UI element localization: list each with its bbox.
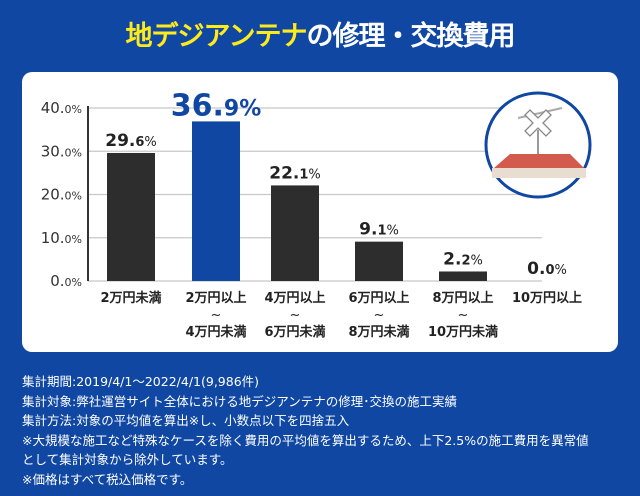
- bar: [192, 121, 240, 281]
- y-tick-minor: 0%: [65, 146, 82, 159]
- note-line: 集計方法:対象の平均値を算出※し、小数点以下を四捨五入: [22, 413, 350, 428]
- data-label-percent: %: [308, 167, 320, 182]
- page-title: 地デジアンテナの修理・交換費用: [0, 14, 640, 53]
- notes: 集計期間:2019/4/1～2022/4/1(9,986件) 集計対象:弊社運営…: [22, 372, 589, 489]
- bar: [355, 241, 403, 281]
- data-label-integer: 9.: [359, 220, 377, 240]
- note-line: ※価格はすべて税込価格です。: [22, 471, 193, 487]
- data-label-percent: %: [239, 96, 261, 121]
- bar: [439, 271, 487, 281]
- x-mark-icon: [524, 109, 552, 137]
- title-highlight: 地デジアンテナ: [125, 21, 308, 52]
- antenna-illustration-icon: [484, 91, 592, 199]
- y-tick-label: 0.0%: [50, 272, 82, 290]
- data-label-decimal: 0: [545, 263, 554, 278]
- data-label: 29.6%: [105, 131, 157, 151]
- data-label-integer: 22.: [269, 163, 299, 183]
- y-tick-label: 40.0%: [41, 99, 82, 117]
- y-tick-major: 10.: [41, 229, 65, 247]
- data-label-integer: 0.: [527, 259, 545, 279]
- data-label-decimal: 6: [135, 135, 144, 150]
- y-tick-label: 10.0%: [41, 229, 82, 247]
- y-tick-major: 20.: [41, 186, 65, 204]
- data-label-decimal: 1: [377, 224, 386, 239]
- y-tick-major: 30.: [41, 142, 65, 160]
- note-line: ※大規模な施工など特殊なケースを除く費用の平均値を算出するため、上下2.5%の施…: [22, 432, 589, 448]
- range-mark: ~: [211, 308, 222, 323]
- antenna-element: [517, 107, 563, 119]
- roof-icon: [494, 154, 584, 168]
- data-label-percent: %: [554, 263, 566, 278]
- range-mark: ~: [374, 308, 385, 323]
- data-label-percent: %: [470, 253, 482, 268]
- y-tick-major: 40.: [41, 99, 65, 117]
- y-tick-major: 0.: [50, 272, 64, 290]
- data-label-percent: %: [144, 135, 156, 150]
- data-label-integer: 36.: [171, 88, 224, 123]
- data-label: 2.2%: [443, 249, 483, 269]
- chart-card: 0.0% 10.0% 20.0% 30.0% 40.0% 29.6% 2万円未満 36.9% 2…: [22, 72, 618, 352]
- range-mark: ~: [458, 308, 469, 323]
- y-tick-label: 20.0%: [41, 186, 82, 204]
- note-line: として集計対象から除外しています。: [22, 452, 233, 467]
- data-label: 0.0%: [527, 259, 567, 279]
- data-label: 9.1%: [359, 220, 399, 240]
- bar: [107, 152, 155, 281]
- wall-icon: [492, 168, 586, 178]
- category-label: 2万円未満: [100, 290, 161, 306]
- category-label: 4万円未満: [185, 324, 246, 340]
- range-mark: ~: [290, 308, 301, 323]
- bar: [271, 185, 319, 281]
- category-label: 4万円以上: [264, 291, 325, 306]
- data-label: 36.9%: [171, 88, 262, 123]
- category-label: 2万円以上: [185, 291, 246, 306]
- data-label-decimal: 1: [299, 167, 308, 182]
- title-rest: の修理・交換費用: [306, 21, 515, 52]
- data-label: 22.1%: [269, 163, 321, 183]
- category-label: 6万円以上: [348, 291, 409, 306]
- data-label-percent: %: [386, 224, 398, 239]
- y-tick-minor: 0%: [65, 190, 82, 203]
- category-label: 8万円未満: [348, 324, 409, 340]
- category-label: 6万円未満: [264, 324, 325, 340]
- data-label-decimal: 9: [224, 96, 239, 121]
- note-line: 集計期間:2019/4/1～2022/4/1(9,986件): [22, 374, 260, 389]
- y-tick-minor: 0%: [65, 103, 82, 116]
- data-label-integer: 2.: [443, 249, 461, 269]
- data-label-integer: 29.: [105, 131, 135, 151]
- y-tick-label: 30.0%: [41, 142, 82, 160]
- bar-chart: 0.0%10.0%20.0%30.0%40.0%29.6%2万円未満36.9%2…: [41, 88, 592, 340]
- y-tick-minor: 0%: [65, 233, 82, 246]
- category-label: 10万円以上: [512, 291, 582, 306]
- note-line: 集計対象:弊社運営サイト全体における地デジアンテナの修理･交換の施工実績: [22, 393, 457, 409]
- category-label: 10万円未満: [428, 324, 498, 340]
- category-label: 8万円以上: [432, 291, 493, 306]
- data-label-decimal: 2: [461, 253, 470, 268]
- y-tick-minor: 0%: [65, 276, 82, 289]
